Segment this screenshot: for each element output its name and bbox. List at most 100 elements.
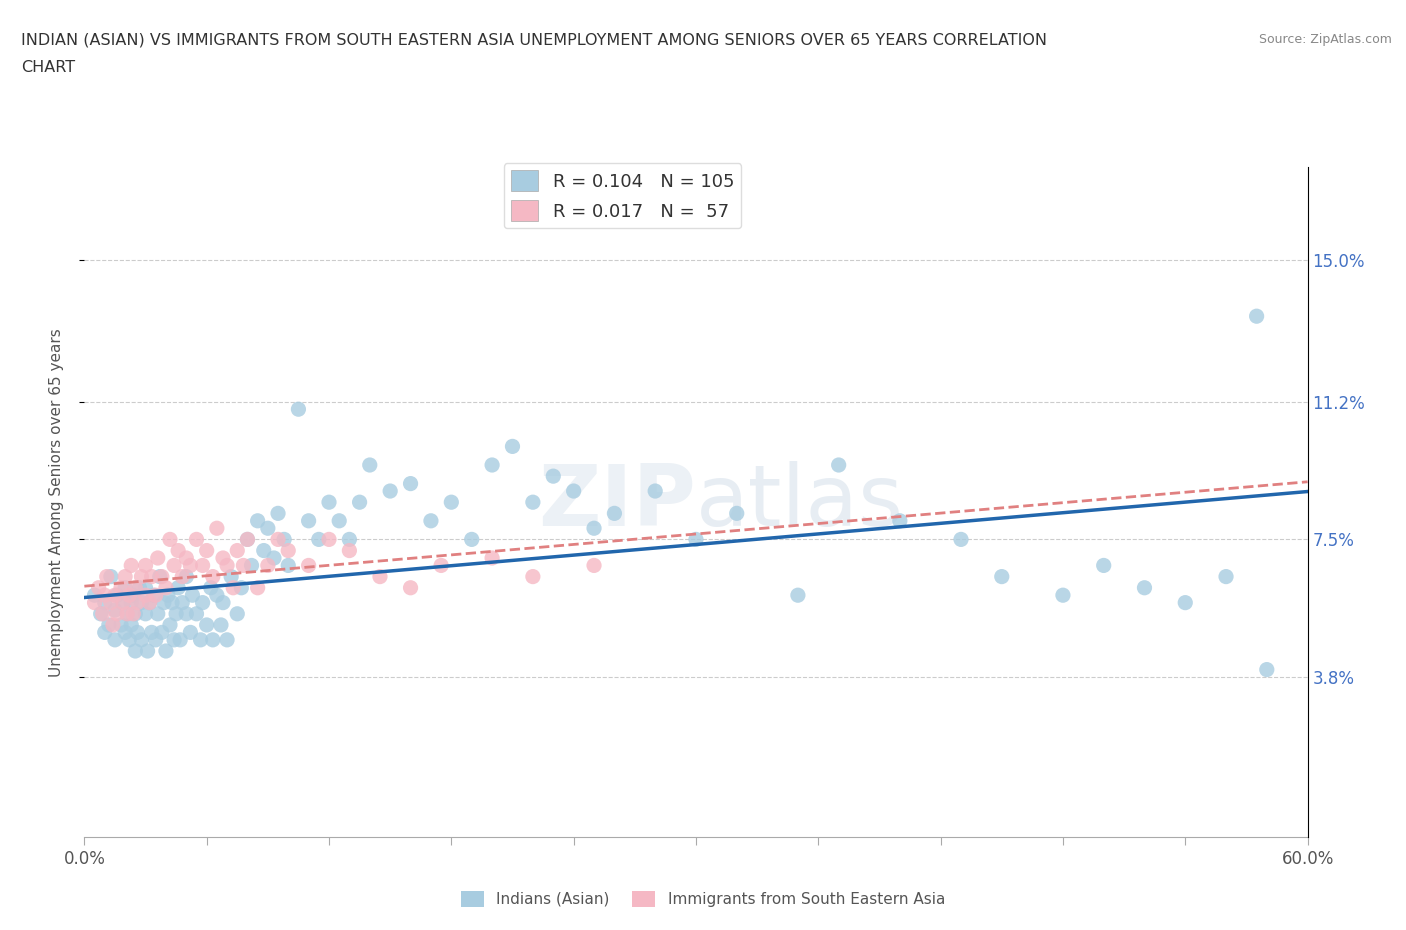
Point bbox=[287, 402, 309, 417]
Point bbox=[120, 595, 142, 610]
Point bbox=[114, 625, 136, 640]
Point bbox=[131, 569, 153, 584]
Point bbox=[172, 595, 194, 610]
Text: CHART: CHART bbox=[21, 60, 75, 75]
Point bbox=[104, 603, 127, 618]
Point bbox=[172, 569, 194, 584]
Point bbox=[120, 558, 142, 573]
Point bbox=[138, 595, 160, 610]
Point bbox=[138, 595, 160, 610]
Point bbox=[263, 551, 285, 565]
Point bbox=[205, 521, 228, 536]
Point bbox=[1256, 662, 1278, 677]
Y-axis label: Unemployment Among Seniors over 65 years: Unemployment Among Seniors over 65 years bbox=[49, 328, 63, 677]
Point bbox=[430, 558, 453, 573]
Point bbox=[176, 551, 198, 565]
Point bbox=[112, 595, 135, 610]
Point bbox=[349, 495, 371, 510]
Point bbox=[318, 495, 340, 510]
Point bbox=[359, 458, 381, 472]
Point bbox=[160, 595, 183, 610]
Point bbox=[176, 569, 198, 584]
Point bbox=[114, 569, 136, 584]
Point bbox=[522, 569, 544, 584]
Point bbox=[131, 595, 153, 610]
Point bbox=[420, 513, 443, 528]
Point bbox=[440, 495, 463, 510]
Point bbox=[481, 551, 503, 565]
Point bbox=[195, 543, 218, 558]
Point bbox=[155, 644, 177, 658]
Legend: Indians (Asian), Immigrants from South Eastern Asia: Indians (Asian), Immigrants from South E… bbox=[456, 884, 950, 913]
Point bbox=[104, 632, 127, 647]
Point bbox=[267, 506, 290, 521]
Point bbox=[583, 521, 606, 536]
Point bbox=[83, 588, 105, 603]
Point bbox=[231, 580, 253, 595]
Point bbox=[461, 532, 484, 547]
Point bbox=[232, 558, 254, 573]
Point bbox=[205, 588, 228, 603]
Point bbox=[380, 484, 402, 498]
Point bbox=[100, 595, 122, 610]
Text: Source: ZipAtlas.com: Source: ZipAtlas.com bbox=[1258, 33, 1392, 46]
Point bbox=[186, 532, 208, 547]
Point bbox=[153, 595, 176, 610]
Point bbox=[399, 580, 422, 595]
Point bbox=[562, 484, 585, 498]
Point bbox=[481, 458, 503, 472]
Point bbox=[122, 588, 145, 603]
Point bbox=[167, 580, 190, 595]
Point bbox=[277, 558, 299, 573]
Point bbox=[603, 506, 626, 521]
Point bbox=[339, 543, 361, 558]
Point bbox=[222, 580, 245, 595]
Point bbox=[889, 513, 911, 528]
Point bbox=[163, 632, 186, 647]
Point bbox=[141, 625, 163, 640]
Point bbox=[253, 543, 276, 558]
Point bbox=[135, 580, 157, 595]
Point bbox=[150, 569, 173, 584]
Point bbox=[257, 521, 280, 536]
Point bbox=[991, 569, 1014, 584]
Point bbox=[145, 632, 167, 647]
Point bbox=[87, 580, 110, 595]
Point bbox=[115, 606, 138, 621]
Point bbox=[120, 618, 142, 632]
Point bbox=[226, 606, 249, 621]
Legend: R = 0.104   N = 105, R = 0.017   N =  57: R = 0.104 N = 105, R = 0.017 N = 57 bbox=[503, 163, 741, 228]
Point bbox=[97, 618, 120, 632]
Point bbox=[155, 580, 177, 595]
Text: atlas: atlas bbox=[696, 460, 904, 544]
Point bbox=[201, 569, 224, 584]
Point bbox=[159, 532, 181, 547]
Point bbox=[583, 558, 606, 573]
Point bbox=[179, 558, 201, 573]
Point bbox=[110, 618, 132, 632]
Point bbox=[1215, 569, 1237, 584]
Point bbox=[298, 513, 321, 528]
Text: INDIAN (ASIAN) VS IMMIGRANTS FROM SOUTH EASTERN ASIA UNEMPLOYMENT AMONG SENIORS : INDIAN (ASIAN) VS IMMIGRANTS FROM SOUTH … bbox=[21, 33, 1047, 47]
Point bbox=[298, 558, 321, 573]
Point bbox=[186, 606, 208, 621]
Point bbox=[191, 558, 214, 573]
Point bbox=[246, 513, 269, 528]
Point bbox=[110, 580, 132, 595]
Point bbox=[101, 618, 124, 632]
Point bbox=[318, 532, 340, 547]
Point bbox=[122, 606, 145, 621]
Point bbox=[190, 632, 212, 647]
Point bbox=[104, 588, 127, 603]
Point bbox=[115, 606, 138, 621]
Point bbox=[118, 632, 141, 647]
Point bbox=[209, 618, 232, 632]
Point bbox=[273, 532, 295, 547]
Point bbox=[105, 588, 128, 603]
Point bbox=[828, 458, 851, 472]
Point bbox=[146, 606, 169, 621]
Point bbox=[93, 588, 117, 603]
Point bbox=[93, 625, 117, 640]
Point bbox=[328, 513, 350, 528]
Point bbox=[165, 606, 187, 621]
